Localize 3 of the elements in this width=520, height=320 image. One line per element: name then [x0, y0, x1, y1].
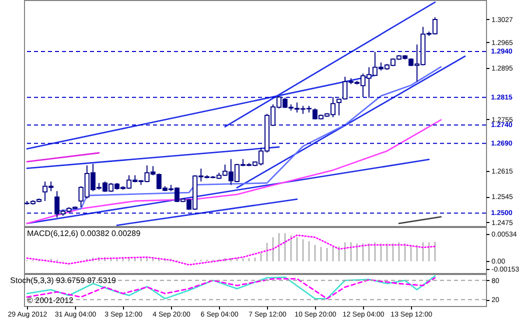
- annotation: © 2001-2012: [27, 296, 74, 305]
- chart-title: Stoch(5,3,3) 93.6759 87.5319: [10, 276, 117, 285]
- chart-title: MACD(6,12,6) 0.00382 0.00289: [27, 229, 141, 238]
